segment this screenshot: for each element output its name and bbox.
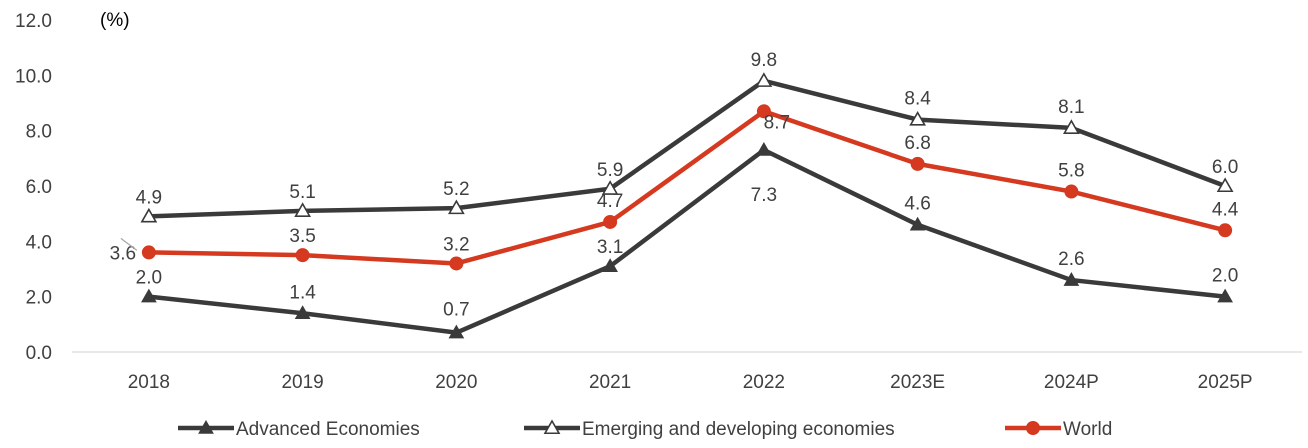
- y-tick-label: 0.0: [26, 343, 52, 364]
- series-line: [146, 147, 1228, 335]
- data-point: [756, 104, 771, 119]
- data-point: [602, 258, 618, 272]
- legend-label: World: [1063, 419, 1112, 440]
- series-lines: [140, 72, 1234, 339]
- data-label: 7.3: [751, 185, 777, 206]
- y-tick-label: 12.0: [15, 11, 52, 32]
- data-label: 2.0: [1212, 266, 1238, 287]
- series-2: [141, 104, 1233, 271]
- data-label: 6.0: [1212, 157, 1238, 178]
- data-point: [1062, 119, 1080, 134]
- data-point: [601, 180, 619, 195]
- series-1: [140, 72, 1234, 223]
- axes: 0.0 2.0 4.0 6.0 8.0 10.0 12.0 2018 2019 2020 2021 2…: [15, 11, 1302, 393]
- data-label: 4.7: [597, 191, 623, 212]
- series-line: [146, 109, 1228, 266]
- data-label: 2.6: [1058, 249, 1084, 270]
- data-label: 3.2: [443, 234, 469, 255]
- data-point: [295, 248, 310, 263]
- data-label: 5.8: [1058, 161, 1084, 182]
- data-point: [909, 110, 927, 126]
- data-point: [449, 256, 464, 271]
- data-point: [756, 142, 772, 156]
- data-point: [909, 216, 926, 231]
- data-label: 5.1: [289, 182, 315, 203]
- data-labels: 2.0 1.4 0.7 3.1 7.3 4.6 2.6 2.0 4.9 5.1 5.2 5.9 9.8 8…: [110, 50, 1239, 321]
- data-point: [1064, 184, 1079, 199]
- x-tick-label: 2024P: [1044, 372, 1099, 393]
- data-label: 0.7: [443, 300, 469, 321]
- legend-label: Advanced Economies: [236, 419, 420, 440]
- y-tick-label: 10.0: [15, 66, 52, 87]
- data-point: [294, 202, 312, 217]
- x-tick-label: 2019: [281, 372, 323, 393]
- legend-item: Emerging and developing economies: [524, 419, 895, 440]
- data-point: [447, 199, 465, 215]
- x-tick-label: 2022: [743, 372, 785, 393]
- x-tick-label: 2018: [128, 372, 170, 393]
- data-label: 5.2: [443, 179, 469, 200]
- data-label: 1.4: [289, 282, 316, 303]
- data-point: [448, 324, 465, 339]
- data-point: [910, 156, 925, 171]
- data-label: 5.9: [597, 160, 623, 181]
- data-label: 4.4: [1212, 199, 1239, 220]
- legend-marker: [1026, 421, 1040, 435]
- data-label: 6.8: [904, 133, 930, 154]
- data-point: [1217, 288, 1233, 303]
- unit-label: (%): [100, 10, 130, 31]
- data-point: [140, 207, 158, 223]
- data-point: [755, 72, 773, 87]
- data-label: 3.1: [597, 237, 623, 258]
- data-label: 4.6: [904, 194, 930, 215]
- legend-item: Advanced Economies: [178, 419, 420, 440]
- data-point: [603, 214, 618, 229]
- legend-label: Emerging and developing economies: [582, 419, 895, 440]
- series-line: [146, 78, 1228, 219]
- data-label: 8.7: [764, 112, 790, 133]
- data-point: [141, 288, 157, 303]
- data-label: 3.5: [289, 226, 315, 247]
- x-tick-label: 2025P: [1198, 372, 1253, 393]
- data-point: [1216, 177, 1234, 193]
- x-tick-label: 2023E: [890, 372, 945, 393]
- data-point: [1218, 223, 1233, 238]
- y-tick-label: 2.0: [26, 288, 52, 309]
- data-point: [1063, 272, 1080, 286]
- y-tick-label: 6.0: [26, 177, 52, 198]
- x-tick-label: 2021: [589, 372, 631, 393]
- leader-line: [120, 237, 138, 251]
- legend-marker: [543, 419, 561, 435]
- data-label: 3.6: [110, 243, 136, 264]
- y-tick-label: 4.0: [26, 232, 52, 253]
- legend: Advanced Economies Emerging and developin…: [178, 419, 1112, 440]
- data-point: [294, 305, 311, 320]
- data-label: 8.1: [1058, 97, 1084, 118]
- y-tick-label: 8.0: [26, 122, 52, 143]
- data-label: 9.8: [751, 50, 777, 71]
- data-label: 2.0: [136, 268, 162, 289]
- data-label: 4.9: [136, 187, 162, 208]
- data-label: 8.4: [904, 89, 931, 110]
- data-point: [141, 245, 156, 260]
- legend-item: World: [1005, 419, 1112, 440]
- series-0: [141, 142, 1233, 339]
- legend-marker: [198, 419, 214, 434]
- x-tick-label: 2020: [435, 372, 477, 393]
